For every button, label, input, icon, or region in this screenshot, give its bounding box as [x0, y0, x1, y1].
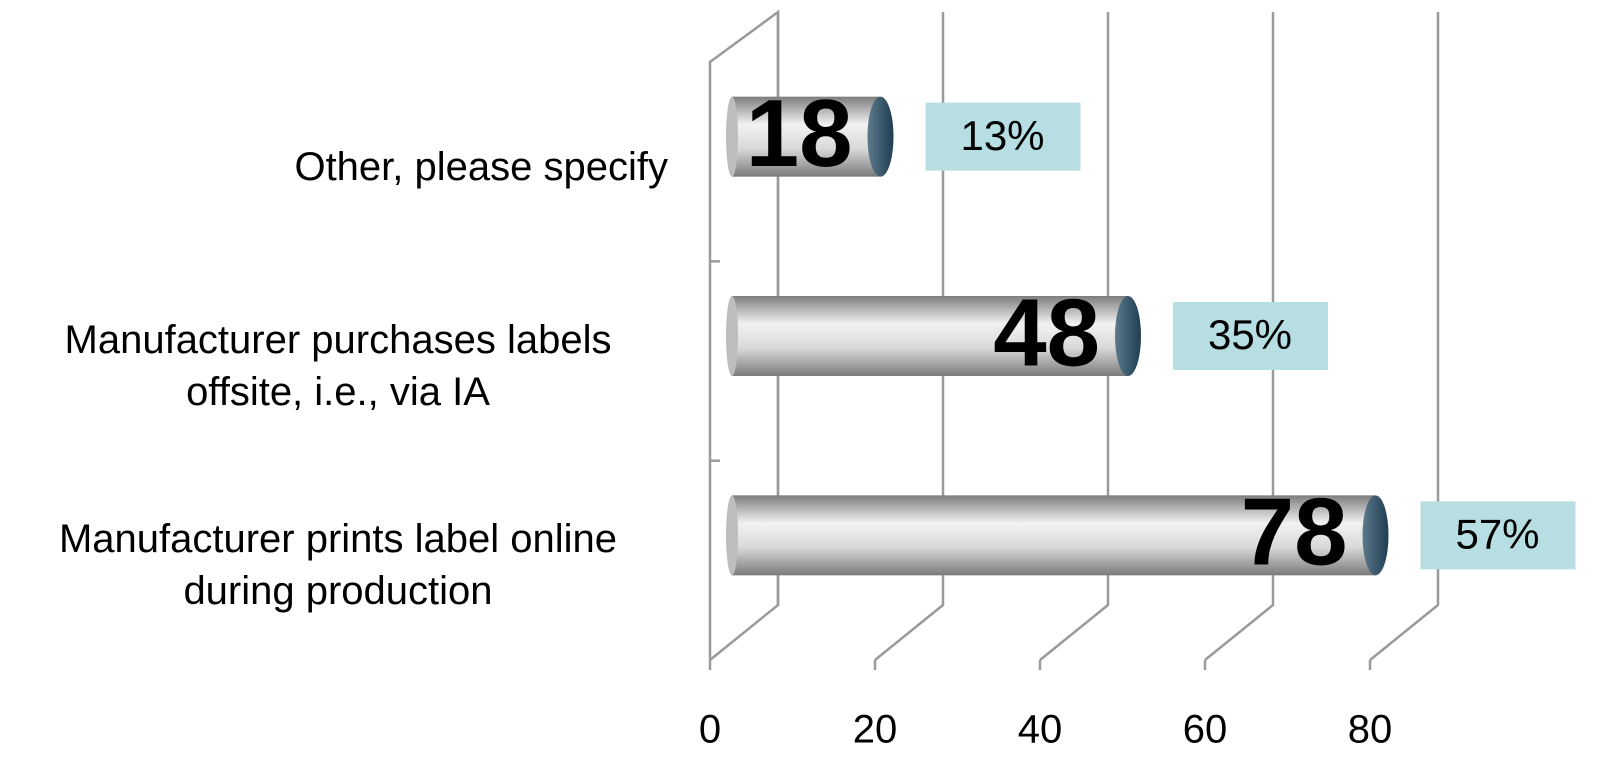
- share-label: 35%: [1208, 311, 1292, 358]
- category-text: Other, please specify: [294, 144, 668, 189]
- bar-cap: [1362, 495, 1389, 576]
- x-tick-label: 60: [1183, 708, 1228, 752]
- x-tick-label: 20: [853, 708, 898, 752]
- grid-line: [1204, 12, 1275, 661]
- share-label: 13%: [960, 112, 1044, 159]
- value-label: 78: [1241, 479, 1348, 586]
- category-label: Manufacturer prints label online during …: [0, 513, 668, 617]
- category-text: Manufacturer purchases labels offsite, i…: [64, 318, 612, 414]
- bar: [732, 96, 881, 177]
- share-box: [925, 102, 1081, 171]
- category-text: Manufacturer prints label online during …: [58, 517, 618, 614]
- x-tick-label: 40: [1018, 708, 1063, 752]
- share-box: [1173, 302, 1328, 370]
- bar: [732, 296, 1128, 376]
- value-label: 18: [746, 80, 853, 187]
- grid-line: [1369, 12, 1440, 661]
- bar-cap: [867, 96, 894, 177]
- value-label: 48: [993, 279, 1100, 386]
- share-label: 57%: [1455, 510, 1539, 557]
- bar: [732, 495, 1376, 576]
- bar-cap-left: [726, 495, 738, 576]
- grid-line: [874, 12, 945, 661]
- x-tick-label: 80: [1348, 708, 1393, 752]
- grid-line: [709, 12, 780, 661]
- bar-cap: [1115, 296, 1141, 376]
- x-tick-label: 0: [699, 708, 721, 752]
- share-box: [1420, 501, 1576, 570]
- category-label: Manufacturer purchases labels offsite, i…: [0, 314, 668, 418]
- bar-cap-left: [726, 296, 738, 376]
- grid-line: [1039, 12, 1110, 661]
- category-label: Other, please specify: [0, 141, 668, 193]
- bar-cap-left: [726, 96, 738, 177]
